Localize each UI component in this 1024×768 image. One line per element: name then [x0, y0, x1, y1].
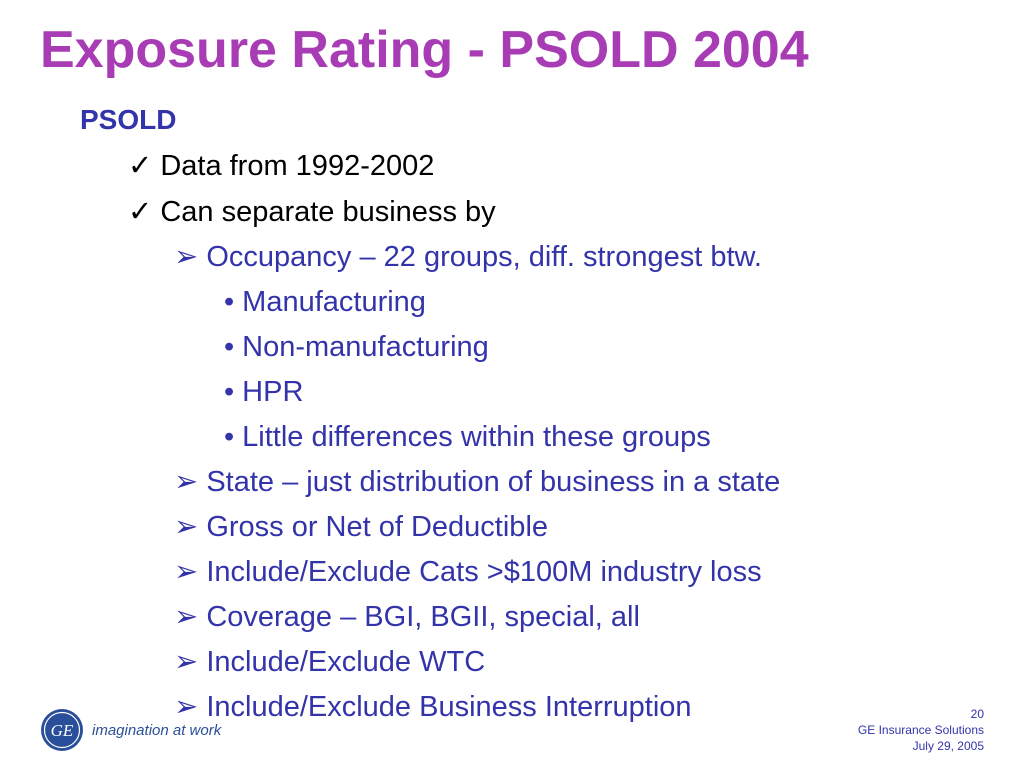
dot-bullet-icon: •: [224, 286, 235, 318]
slide-date: July 29, 2005: [912, 739, 984, 754]
arrow-bullet-icon: ➢: [174, 511, 199, 543]
list-item-text: Occupancy – 22 groups, diff. strongest b…: [206, 241, 762, 273]
section-heading: PSOLD: [80, 104, 177, 135]
list-item-text: Non-manufacturing: [242, 331, 489, 363]
list-item: ➢ Include/Exclude Business Interruption: [174, 693, 692, 722]
dot-bullet-icon: •: [224, 331, 235, 363]
list-item-text: Include/Exclude WTC: [206, 646, 486, 678]
dot-bullet-icon: •: [224, 421, 235, 453]
list-item: • HPR: [224, 378, 303, 407]
list-item: ➢ Include/Exclude WTC: [174, 648, 485, 677]
list-item-text: Coverage – BGI, BGII, special, all: [206, 601, 640, 633]
checkmark-icon: ✓: [128, 196, 153, 228]
arrow-bullet-icon: ➢: [174, 241, 199, 273]
list-item-text: Little differences within these groups: [242, 421, 711, 453]
tagline: imagination at work: [92, 721, 222, 739]
list-item: ➢ State – just distribution of business i…: [174, 468, 780, 497]
list-item-text: Include/Exclude Business Interruption: [206, 691, 692, 723]
checkmark-icon: ✓: [128, 150, 153, 182]
list-item: ➢ Include/Exclude Cats >$100M industry lo…: [174, 558, 762, 587]
ge-logo: GE imagination at work: [40, 708, 221, 752]
list-item-text: Can separate business by: [160, 196, 496, 228]
list-item: ➢ Occupancy – 22 groups, diff. strongest …: [174, 243, 762, 272]
company-name: GE Insurance Solutions: [857, 723, 984, 738]
list-item-text: Include/Exclude Cats >$100M industry los…: [206, 556, 762, 588]
arrow-bullet-icon: ➢: [174, 646, 199, 678]
list-item: • Non-manufacturing: [224, 333, 489, 362]
list-item: • Little differences within these groups: [224, 423, 711, 452]
logo-monogram-text: GE: [51, 721, 74, 740]
list-item-text: Gross or Net of Deductible: [206, 511, 549, 543]
slide-title: Exposure Rating - PSOLD 2004: [40, 21, 809, 79]
dot-bullet-icon: •: [224, 376, 235, 408]
arrow-bullet-icon: ➢: [174, 601, 199, 633]
arrow-bullet-icon: ➢: [174, 556, 199, 588]
list-item-text: Manufacturing: [242, 286, 426, 318]
page-number: 20: [970, 707, 984, 721]
arrow-bullet-icon: ➢: [174, 691, 199, 723]
list-item: • Manufacturing: [224, 288, 426, 317]
list-item-text: Data from 1992-2002: [160, 150, 435, 182]
footer-info: 20 GE Insurance Solutions July 29, 2005: [858, 706, 984, 755]
list-item-text: HPR: [242, 376, 304, 408]
list-item-text: State – just distribution of business in…: [206, 466, 781, 498]
list-item: ➢ Gross or Net of Deductible: [174, 513, 548, 542]
ge-monogram-icon: GE: [41, 709, 83, 751]
list-item: ➢ Coverage – BGI, BGII, special, all: [174, 603, 640, 632]
list-item: ✓ Can separate business by: [128, 198, 496, 227]
arrow-bullet-icon: ➢: [174, 466, 199, 498]
list-item: ✓ Data from 1992-2002: [128, 152, 434, 181]
